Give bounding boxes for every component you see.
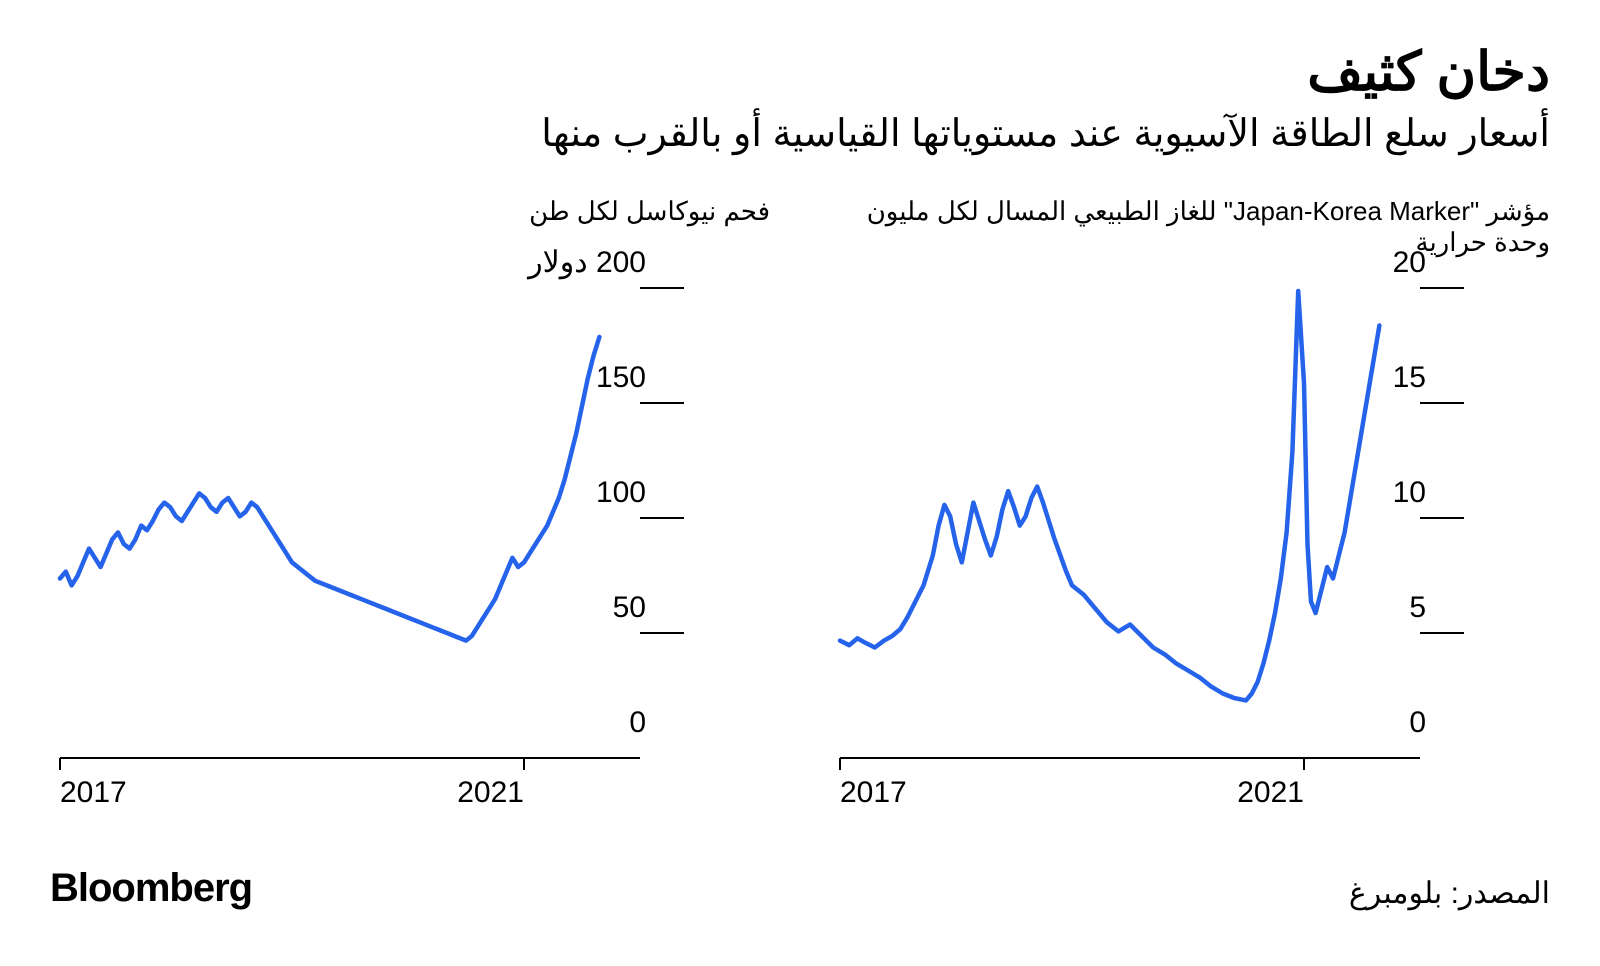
svg-text:2021: 2021 <box>1237 776 1304 808</box>
svg-text:10: 10 <box>1393 476 1426 509</box>
chart-title: دخان كثيف <box>50 40 1550 103</box>
svg-text:0: 0 <box>629 706 646 739</box>
svg-text:20: 20 <box>1393 248 1426 279</box>
svg-text:2017: 2017 <box>60 776 127 808</box>
svg-text:100: 100 <box>596 476 646 509</box>
charts-row: فحم نيوكاسل لكل طن 050100150200 دولار201… <box>50 196 1550 816</box>
svg-text:200 دولار: 200 دولار <box>526 248 646 280</box>
chart-left-title: فحم نيوكاسل لكل طن <box>50 196 770 228</box>
svg-text:2017: 2017 <box>840 776 907 808</box>
chart-footer: Bloomberg المصدر: بلومبرغ <box>50 866 1550 911</box>
chart-panel-right: مؤشر "Japan-Korea Marker" للغاز الطبيعي … <box>830 196 1550 816</box>
chart-right-title: مؤشر "Japan-Korea Marker" للغاز الطبيعي … <box>830 196 1550 228</box>
svg-text:0: 0 <box>1409 706 1426 739</box>
brand-logo: Bloomberg <box>50 866 252 911</box>
svg-text:50: 50 <box>613 591 646 624</box>
chart-subtitle: أسعار سلع الطاقة الآسيوية عند مستوياتها … <box>50 111 1550 156</box>
chart-left-plot: 0 50 100 150 200 دولار 2017 2021 <box>50 248 770 816</box>
svg-text:2021: 2021 <box>457 776 524 808</box>
chart-panel-left: فحم نيوكاسل لكل طن 0 50 100 150 200 دولار 201… <box>50 196 770 816</box>
source-label: المصدر: بلومبرغ <box>1349 876 1550 911</box>
svg-text:150: 150 <box>596 361 646 394</box>
svg-text:5: 5 <box>1409 591 1426 624</box>
svg-text:15: 15 <box>1393 361 1426 394</box>
chart-right-plot: 0 5 10 15 20 2017 2021 <box>830 248 1550 816</box>
